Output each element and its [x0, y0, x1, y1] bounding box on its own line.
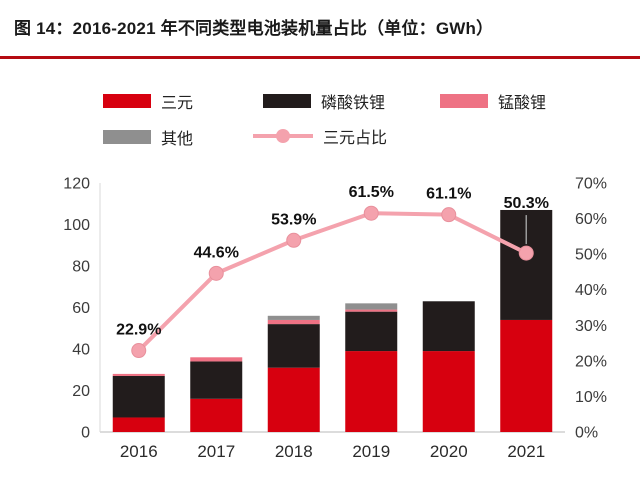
svg-text:20%: 20%: [575, 353, 607, 370]
legend-item-ternary: 三元: [103, 92, 194, 112]
legend-item-lfp: 磷酸铁锂: [263, 92, 386, 112]
svg-text:2020: 2020: [430, 442, 468, 461]
svg-text:2017: 2017: [197, 442, 235, 461]
left-axis-ticks: 0 20 40 60 80 100 120: [63, 176, 90, 442]
svg-text:10%: 10%: [575, 389, 607, 406]
lfp-swatch: [263, 94, 311, 108]
bar-segment: [345, 351, 398, 432]
svg-text:70%: 70%: [575, 176, 607, 193]
line-marker: [131, 343, 147, 359]
x-axis-labels: 2016 2017 2018 2019 2020 2021: [120, 442, 545, 461]
svg-text:2019: 2019: [352, 442, 390, 461]
bar-segment: [190, 398, 243, 432]
data-labels: 22.9% 44.6% 53.9% 61.5% 61.1% 50.3%: [116, 184, 549, 338]
svg-text:40: 40: [72, 342, 90, 359]
line-marker: [286, 232, 302, 248]
bars-layer: [112, 209, 553, 432]
bar-segment: [267, 319, 320, 325]
svg-text:2018: 2018: [275, 442, 313, 461]
svg-text:0%: 0%: [575, 425, 598, 442]
legend-item-ternary-share: 三元占比: [253, 127, 388, 147]
legend-label-lfp: 磷酸铁锂: [321, 95, 386, 112]
bar-segment: [422, 351, 475, 432]
legend-line-dot: [276, 129, 290, 143]
bar-segment: [345, 303, 398, 310]
svg-text:60%: 60%: [575, 211, 607, 228]
legend-item-lmo: 锰酸锂: [440, 92, 547, 112]
others-swatch: [103, 130, 151, 144]
legend-label-others: 其他: [161, 131, 194, 148]
title-divider: [0, 56, 640, 59]
svg-text:50%: 50%: [575, 247, 607, 264]
line-data-label: 53.9%: [271, 211, 316, 228]
line-marker-swatch: [253, 128, 313, 144]
bar-segment: [267, 367, 320, 432]
line-data-label: 44.6%: [194, 244, 239, 261]
bar-segment: [112, 417, 165, 432]
svg-text:100: 100: [63, 217, 90, 234]
legend-label-lmo: 锰酸锂: [498, 95, 547, 112]
svg-text:40%: 40%: [575, 282, 607, 299]
line-data-label: 22.9%: [116, 322, 161, 339]
bar-segment: [112, 375, 165, 418]
bar-segment: [500, 319, 553, 432]
legend-label-ternary: 三元: [161, 95, 194, 112]
bar-segment: [267, 324, 320, 368]
legend-item-others: 其他: [103, 128, 194, 148]
line-data-label: 61.1%: [426, 186, 471, 203]
line-marker: [363, 205, 379, 221]
line-data-label: 50.3%: [504, 195, 549, 212]
line-marker: [518, 245, 534, 261]
lmo-swatch: [440, 94, 488, 108]
bar-segment: [190, 361, 243, 399]
svg-text:2021: 2021: [507, 442, 545, 461]
bar-segment: [267, 315, 320, 320]
bar-segment: [112, 373, 165, 376]
line-marker: [208, 265, 224, 281]
svg-text:0: 0: [81, 425, 90, 442]
svg-text:120: 120: [63, 176, 90, 193]
figure-title: 图 14：2016-2021 年不同类型电池装机量占比（单位：GWh）: [14, 19, 494, 38]
axis-lines: [99, 183, 565, 433]
svg-text:80: 80: [72, 259, 90, 276]
line-layer: [131, 205, 534, 359]
bar-segment: [345, 309, 398, 312]
svg-text:2016: 2016: [120, 442, 158, 461]
bar-segment: [422, 301, 475, 352]
line-data-label: 61.5%: [349, 184, 394, 201]
svg-text:60: 60: [72, 300, 90, 317]
bar-segment: [190, 357, 243, 362]
line-marker: [441, 207, 457, 223]
svg-text:20: 20: [72, 383, 90, 400]
ternary-swatch: [103, 94, 151, 108]
right-axis-ticks: 0% 10% 20% 30% 40% 50% 60% 70%: [575, 176, 607, 442]
legend-label-ternary-share: 三元占比: [323, 130, 388, 147]
svg-text:30%: 30%: [575, 318, 607, 335]
bar-segment: [345, 311, 398, 352]
